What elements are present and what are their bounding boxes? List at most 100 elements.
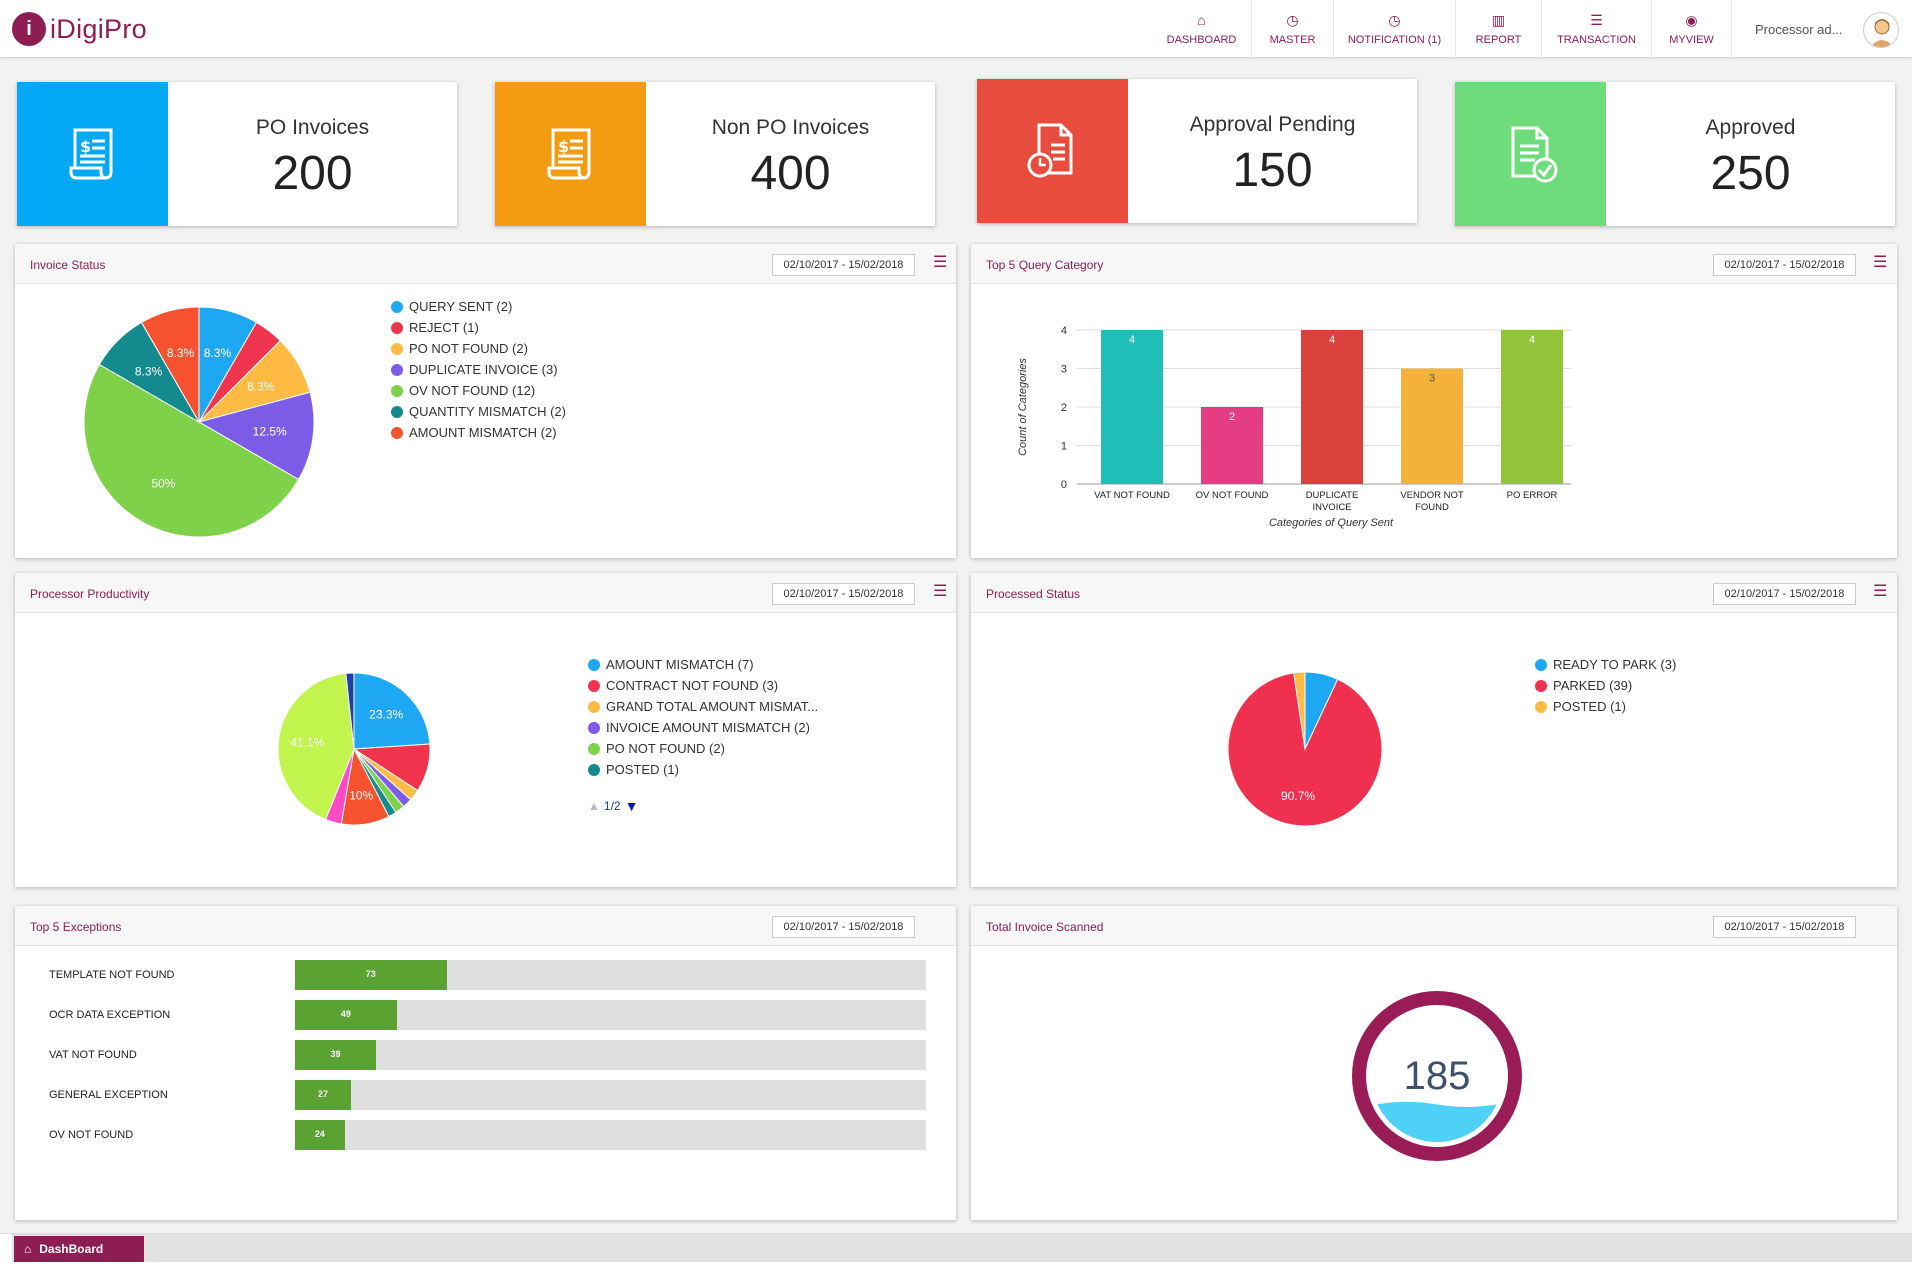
date-range-picker[interactable]: 02/10/2017 - 15/02/2018 (1713, 583, 1856, 605)
date-range-picker[interactable]: 02/10/2017 - 15/02/2018 (772, 916, 915, 938)
legend-item[interactable]: PO NOT FOUND (2) (588, 738, 818, 759)
kpi-title: Approved (1705, 116, 1796, 139)
legend-dot (1535, 679, 1547, 692)
nav-notification[interactable]: ◷ NOTIFICATION (1) (1334, 0, 1456, 58)
slice-label: 8.3% (135, 365, 163, 379)
invoice-status-legend: QUERY SENT (2) REJECT (1) PO NOT FOUND (2)… (391, 296, 566, 443)
exception-label: GENERAL EXCEPTION (49, 1089, 168, 1101)
date-range-picker[interactable]: 02/10/2017 - 15/02/2018 (772, 583, 915, 605)
legend-item[interactable]: INVOICE AMOUNT MISMATCH (2) (588, 717, 818, 738)
legend-item[interactable]: DUPLICATE INVOICE (3) (391, 359, 566, 380)
legend-item[interactable]: PO NOT FOUND (2) (391, 338, 566, 359)
menu-icon[interactable]: ☰ (1873, 583, 1888, 600)
pie-slice[interactable] (83, 363, 300, 538)
bar[interactable] (1301, 330, 1363, 484)
legend-item[interactable]: QUERY SENT (2) (391, 296, 566, 317)
legend-item[interactable]: OV NOT FOUND (12) (391, 380, 566, 401)
exception-row[interactable]: GENERAL EXCEPTION 27 (49, 1080, 929, 1110)
kpi-po-invoices[interactable]: $ PO Invoices 200 (17, 82, 457, 226)
panel-header: Total Invoice Scanned 02/10/2017 - 15/02… (971, 906, 1897, 946)
exception-bar-value: 39 (330, 1049, 341, 1059)
pie-slice[interactable] (277, 672, 355, 821)
legend-item[interactable]: CONTRACT NOT FOUND (3) (588, 675, 818, 696)
menu-icon[interactable]: ☰ (1873, 254, 1888, 271)
exception-row[interactable]: OV NOT FOUND 24 (49, 1120, 929, 1150)
y-tick-label: 1 (1061, 441, 1067, 453)
bar[interactable] (1501, 330, 1563, 484)
productivity-pie: 23.3% 10% 41.1% (277, 672, 431, 826)
avatar[interactable] (1863, 12, 1899, 48)
menu-icon[interactable]: ☰ (933, 254, 948, 271)
legend-item[interactable]: QUANTITY MISMATCH (2) (391, 401, 566, 422)
menu-icon[interactable]: ☰ (933, 583, 948, 600)
nav-transaction[interactable]: ☰ TRANSACTION (1542, 0, 1652, 58)
exception-bar-fill: 24 (295, 1120, 345, 1150)
legend-item[interactable]: PARKED (39) (1535, 675, 1676, 696)
nav-master[interactable]: ◷ MASTER (1252, 0, 1334, 58)
pie-slice[interactable] (345, 672, 355, 750)
exception-row[interactable]: TEMPLATE NOT FOUND 73 (49, 960, 929, 990)
legend-item[interactable]: AMOUNT MISMATCH (7) (588, 654, 818, 675)
bar-value-label: 2 (1229, 411, 1235, 423)
pie-slice[interactable] (1293, 671, 1306, 750)
invoice-status-pie: 8.3% 8.3% 12.5% 50% 8.3% 8.3% (83, 306, 315, 538)
kpi-icon-box (1455, 82, 1606, 226)
page-down-arrow-icon[interactable]: ▼ (624, 798, 639, 814)
legend-label: AMOUNT MISMATCH (2) (409, 425, 557, 440)
date-range-picker[interactable]: 02/10/2017 - 15/02/2018 (1713, 254, 1856, 276)
exception-row[interactable]: VAT NOT FOUND 39 (49, 1040, 929, 1070)
kpi-title: Non PO Invoices (711, 116, 870, 139)
legend-dot (588, 700, 600, 713)
legend-item[interactable]: GRAND TOTAL AMOUNT MISMAT... (588, 696, 818, 717)
legend-label: QUANTITY MISMATCH (2) (409, 404, 566, 419)
user-name[interactable]: Processor ad... (1755, 22, 1843, 37)
footer-bar: ⌂ DashBoard (0, 1233, 1912, 1272)
kpi-approved[interactable]: Approved 250 (1455, 82, 1895, 226)
legend-item[interactable]: POSTED (1) (1535, 696, 1676, 717)
nav-dashboard[interactable]: ⌂ DASHBOARD (1152, 0, 1252, 58)
legend-dot (588, 742, 600, 755)
exception-bar-value: 49 (340, 1009, 351, 1019)
app-logo[interactable]: i iDigiPro (12, 12, 147, 46)
clock-icon: ◷ (1286, 12, 1299, 28)
pie-slice[interactable] (197, 391, 315, 481)
processed-status-legend: READY TO PARK (3) PARKED (39) POSTED (1) (1535, 654, 1676, 717)
bar[interactable] (1201, 407, 1263, 484)
slice-label: 8.3% (247, 379, 275, 393)
kpi-approval-pending[interactable]: Approval Pending 150 (977, 79, 1417, 223)
pie-slice[interactable] (140, 306, 200, 424)
exception-bar-value: 73 (365, 969, 376, 979)
top-navbar: i iDigiPro ⌂ DASHBOARD ◷ MASTER ◷ NOTIFI… (0, 0, 1912, 58)
panel-title: Processor Productivity (30, 587, 150, 601)
legend-item[interactable]: AMOUNT MISMATCH (2) (391, 422, 566, 443)
nav-myview[interactable]: ◉ MYVIEW (1652, 0, 1732, 58)
panel-title: Invoice Status (30, 258, 106, 272)
exception-bar-fill: 39 (295, 1040, 376, 1070)
nav-label: REPORT (1475, 34, 1522, 46)
exception-bar-track: 24 (295, 1120, 926, 1150)
bar[interactable] (1101, 330, 1163, 484)
date-range-picker[interactable]: 02/10/2017 - 15/02/2018 (1713, 916, 1856, 938)
panel-title: Total Invoice Scanned (986, 920, 1104, 934)
x-tick-label: DUPLICATE (1306, 490, 1359, 501)
kpi-non-po-invoices[interactable]: $ Non PO Invoices 400 (495, 82, 935, 226)
exception-row[interactable]: OCR DATA EXCEPTION 49 (49, 1000, 929, 1030)
scanned-liquid-gauge: 185 (1352, 991, 1522, 1161)
exception-label: OV NOT FOUND (49, 1129, 134, 1141)
legend-item[interactable]: REJECT (1) (391, 317, 566, 338)
tab-dashboard[interactable]: ⌂ DashBoard (14, 1236, 144, 1262)
page-up-arrow-icon[interactable]: ▲ (588, 799, 600, 813)
date-range-picker[interactable]: 02/10/2017 - 15/02/2018 (772, 254, 915, 276)
bar[interactable] (1401, 368, 1463, 485)
approved-document-icon (1511, 126, 1557, 183)
legend-item[interactable]: READY TO PARK (3) (1535, 654, 1676, 675)
nav-report[interactable]: ▥ REPORT (1456, 0, 1542, 58)
legend-label: PARKED (39) (1553, 678, 1633, 693)
query-category-bar-chart: 0 1 2 3 4 4 VAT NOT FOUND 2 OV NOT FOUND 4 DUPLICA… (1017, 325, 1571, 529)
legend-item[interactable]: POSTED (1) (588, 759, 818, 780)
pie-slice[interactable] (1227, 672, 1383, 827)
pie-slice[interactable] (353, 672, 431, 750)
slice-label: 8.3% (204, 346, 232, 360)
gauge-ring (1352, 991, 1522, 1161)
exception-bar-track: 49 (295, 1000, 926, 1030)
